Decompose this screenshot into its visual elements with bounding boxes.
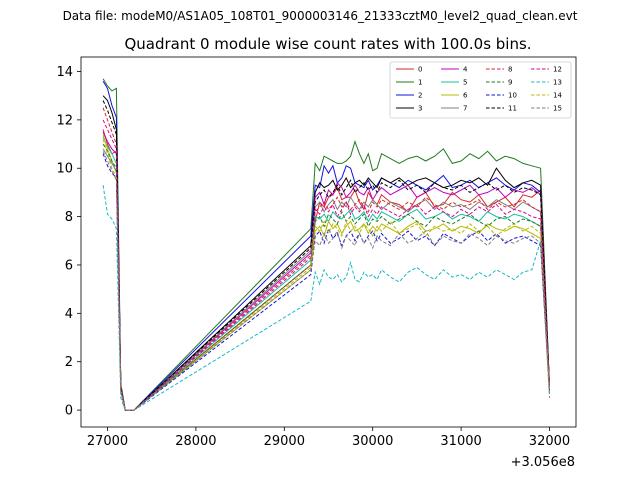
series-line-3 [102, 95, 550, 411]
legend-label-0: 0 [418, 66, 422, 74]
legend-label-8: 8 [508, 66, 512, 74]
y-tick-label: 0 [65, 404, 73, 419]
legend-label-3: 3 [418, 105, 422, 113]
y-tick-label: 14 [56, 65, 73, 80]
x-tick-label: 32000 [529, 434, 570, 449]
legend-label-15: 15 [553, 105, 562, 113]
legend-label-10: 10 [508, 92, 517, 100]
x-tick-label: 29000 [264, 434, 305, 449]
legend-label-1: 1 [418, 79, 422, 87]
y-tick-label: 8 [65, 210, 73, 225]
plot-area [102, 78, 550, 411]
x-tick-label: 31000 [440, 434, 481, 449]
legend-label-4: 4 [463, 66, 468, 74]
series-line-13 [102, 185, 550, 411]
legend-label-7: 7 [463, 105, 467, 113]
legend-label-5: 5 [463, 79, 467, 87]
x-offset-label: +3.056e8 [511, 455, 575, 470]
series-line-10 [102, 153, 550, 411]
legend-label-13: 13 [553, 79, 562, 87]
y-axis: 0 2 4 6 8 10 12 14 [56, 65, 81, 419]
plot-frame [80, 56, 577, 428]
legend-label-11: 11 [508, 105, 517, 113]
legend-label-9: 9 [508, 79, 512, 87]
series-line-7 [102, 148, 550, 411]
y-tick-label: 12 [56, 113, 73, 128]
chart-title: Quadrant 0 module wise count rates with … [124, 35, 531, 53]
legend-label-14: 14 [553, 92, 562, 100]
legend-box [389, 61, 572, 119]
chart-suptitle: Data file: modeM0/AS1A05_108T01_90000031… [63, 9, 578, 23]
y-tick-label: 6 [65, 258, 73, 273]
series-layer [102, 78, 550, 411]
y-tick-label: 4 [65, 307, 73, 322]
series-line-1 [102, 78, 550, 411]
series-line-12 [102, 119, 550, 411]
legend-label-2: 2 [418, 92, 422, 100]
x-tick-label: 27000 [87, 434, 128, 449]
series-line-15 [102, 151, 550, 411]
x-tick-label: 28000 [175, 434, 216, 449]
legend-label-12: 12 [553, 66, 562, 74]
y-tick-label: 2 [65, 355, 73, 370]
x-tick-label: 30000 [352, 434, 393, 449]
legend-label-6: 6 [463, 92, 468, 100]
y-tick-label: 10 [56, 162, 73, 177]
x-axis: 27000 28000 29000 30000 31000 32000 [87, 427, 570, 449]
series-line-11 [102, 100, 550, 411]
